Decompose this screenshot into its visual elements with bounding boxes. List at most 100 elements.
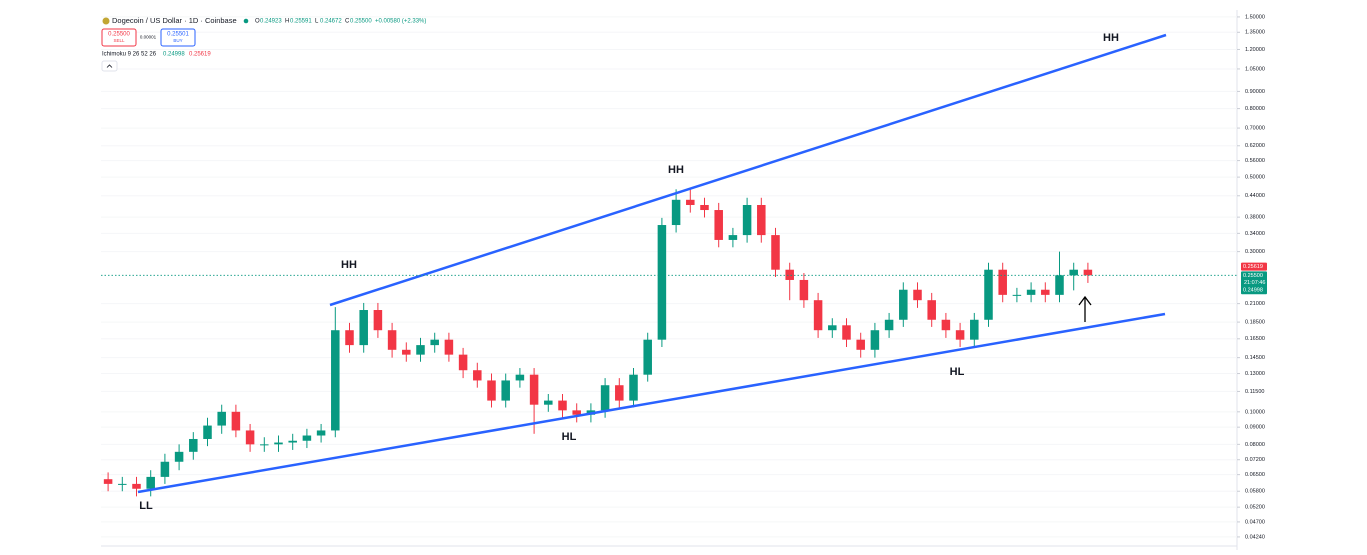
annotation: HH bbox=[341, 259, 357, 271]
annotation: LL bbox=[139, 500, 153, 512]
y-tick-label: 0.05800 bbox=[1245, 489, 1265, 495]
market-status bbox=[243, 18, 249, 24]
candle-body bbox=[1041, 289, 1050, 295]
candle-body bbox=[302, 435, 312, 441]
y-tick-label: 0.07200 bbox=[1245, 457, 1265, 463]
candle-body bbox=[402, 349, 411, 355]
y-tick-label: 0.05200 bbox=[1245, 505, 1265, 511]
candle-body bbox=[245, 430, 255, 445]
y-tick-label: 0.18500 bbox=[1245, 320, 1265, 326]
ohlc-label: L bbox=[315, 19, 319, 25]
candle-body bbox=[189, 438, 198, 452]
candle-body bbox=[118, 483, 127, 485]
ohlc-change: +0.00580 (+2.33%) bbox=[375, 19, 426, 25]
candle-body bbox=[1012, 294, 1022, 296]
candle-body bbox=[529, 374, 539, 405]
buy-button[interactable] bbox=[160, 28, 196, 47]
resistance-trendline bbox=[329, 33, 1167, 307]
candle-body bbox=[1055, 275, 1064, 295]
candle-body bbox=[146, 476, 155, 489]
candle-body bbox=[884, 319, 894, 331]
y-tick-label: 0.50000 bbox=[1245, 175, 1265, 181]
candle-body bbox=[260, 444, 269, 446]
annotation: HL bbox=[562, 431, 577, 443]
candle-body bbox=[203, 425, 212, 439]
ohlc-value: 0.25591 bbox=[290, 19, 312, 25]
candle-body bbox=[132, 483, 141, 489]
price-label-box bbox=[1241, 262, 1267, 271]
price-label: 0.25619 bbox=[1243, 264, 1263, 270]
y-tick-label: 0.13000 bbox=[1245, 371, 1265, 377]
collapse-button[interactable] bbox=[101, 60, 118, 72]
y-tick-label: 0.10000 bbox=[1245, 409, 1265, 415]
annotation: HH bbox=[1103, 32, 1119, 44]
ohlc-label: H bbox=[285, 19, 289, 25]
indicator-value: 0.24998 bbox=[163, 52, 185, 58]
sell-label: SELL bbox=[113, 38, 125, 43]
ohlc-label: C bbox=[345, 19, 350, 25]
candle-body bbox=[899, 289, 908, 320]
price-label-box bbox=[1241, 286, 1267, 295]
y-tick-label: 1.05000 bbox=[1245, 66, 1265, 72]
ohlc-value: 0.24923 bbox=[260, 19, 282, 25]
annotation: HH bbox=[668, 164, 684, 176]
candle-body bbox=[174, 451, 184, 462]
candle-body bbox=[913, 289, 922, 301]
sell-button[interactable] bbox=[101, 28, 137, 47]
candle-body bbox=[1026, 289, 1036, 295]
candle-body bbox=[373, 310, 383, 331]
candle-body bbox=[842, 325, 851, 340]
candle-body bbox=[572, 410, 581, 415]
candle-body bbox=[828, 325, 837, 331]
y-tick-label: 0.16500 bbox=[1245, 336, 1265, 342]
ohlc-label: O bbox=[255, 19, 260, 25]
candle-body bbox=[870, 330, 880, 350]
y-tick-label: 0.04240 bbox=[1245, 534, 1265, 540]
candle-body bbox=[728, 235, 738, 240]
candle-body bbox=[771, 235, 780, 270]
y-tick-label: 1.35000 bbox=[1245, 30, 1265, 36]
candle-body bbox=[544, 400, 553, 405]
candle-body bbox=[103, 479, 113, 484]
indicator-name: Ichimoku 9 26 52 26 bbox=[102, 52, 157, 58]
y-tick-label: 0.21000 bbox=[1245, 301, 1265, 307]
candle-body bbox=[785, 269, 794, 280]
candle-body bbox=[217, 411, 226, 426]
buy-price: 0.25501 bbox=[167, 32, 189, 38]
candle-body bbox=[799, 279, 809, 301]
candle-body bbox=[700, 205, 709, 211]
y-tick-label: 0.04700 bbox=[1245, 519, 1265, 525]
y-tick-label: 0.34000 bbox=[1245, 231, 1265, 237]
candle-body bbox=[643, 339, 652, 375]
candle-body bbox=[288, 440, 297, 443]
y-tick-label: 0.30000 bbox=[1245, 249, 1265, 255]
y-tick-label: 0.80000 bbox=[1245, 106, 1265, 112]
candle-body bbox=[359, 310, 368, 346]
symbol[interactable]: Dogecoin / US Dollar · 1D · Coinbase bbox=[112, 16, 237, 25]
candle-body bbox=[1083, 269, 1093, 276]
collapse-icon bbox=[106, 64, 113, 68]
y-tick-label: 1.50000 bbox=[1245, 14, 1265, 20]
y-tick-label: 0.90000 bbox=[1245, 89, 1265, 95]
candle-body bbox=[444, 339, 454, 355]
y-tick-label: 1.20000 bbox=[1245, 47, 1265, 53]
candle-body bbox=[316, 430, 326, 436]
candle-body bbox=[714, 210, 723, 240]
coin-icon bbox=[102, 17, 110, 25]
candle-body bbox=[984, 269, 993, 320]
candle-body bbox=[430, 339, 439, 346]
sell-price: 0.25500 bbox=[108, 32, 130, 38]
y-tick-label: 0.06500 bbox=[1245, 472, 1265, 478]
y-tick-label: 0.62000 bbox=[1245, 143, 1265, 149]
candle-body bbox=[473, 370, 482, 381]
candle-body bbox=[757, 205, 766, 236]
y-tick-label: 0.56000 bbox=[1245, 158, 1265, 164]
ohlc-value: 0.24672 bbox=[320, 19, 342, 25]
price-label: 0.24998 bbox=[1243, 288, 1263, 294]
ohlc-value: 0.25500 bbox=[350, 19, 372, 25]
candle-body bbox=[515, 374, 525, 381]
y-tick-label: 0.44000 bbox=[1245, 193, 1265, 199]
candle-body bbox=[657, 225, 667, 340]
candle-body bbox=[813, 300, 823, 331]
